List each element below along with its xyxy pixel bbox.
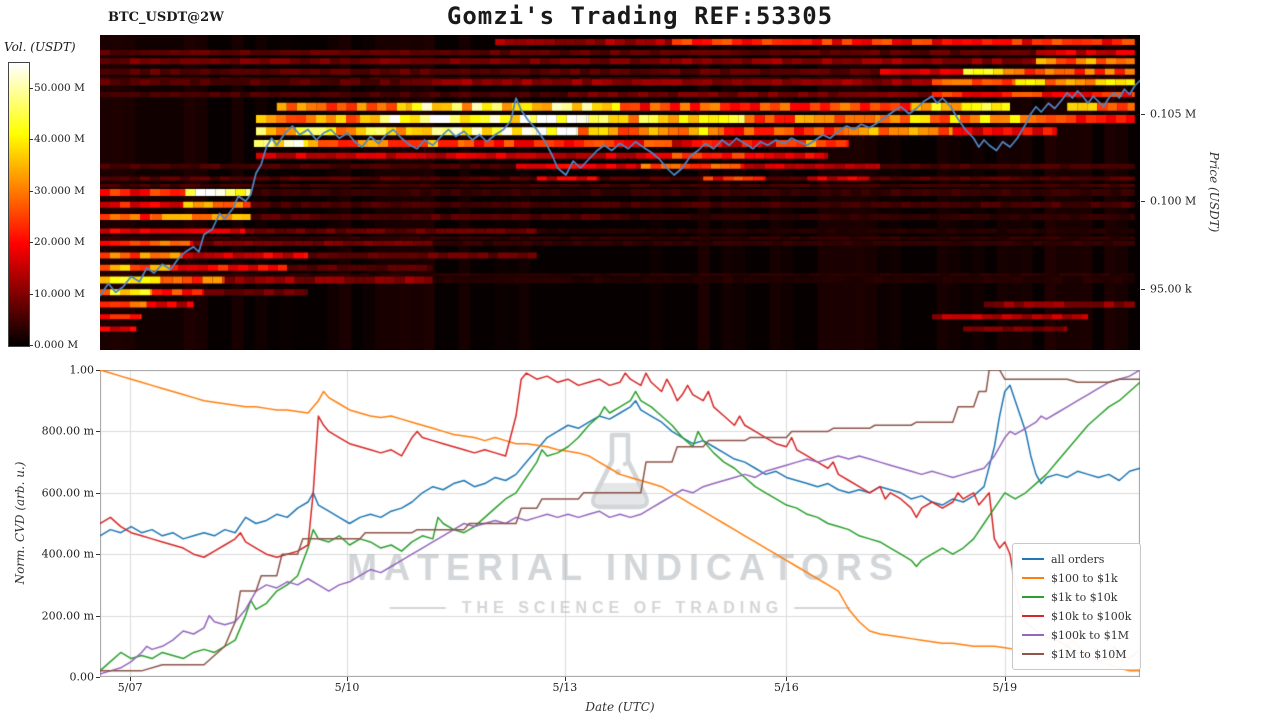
date-tick-mark bbox=[564, 677, 566, 681]
cvd-y-tick-mark bbox=[96, 492, 100, 494]
cvd-y-tick-mark bbox=[96, 370, 100, 371]
page-title: Gomzi's Trading REF:53305 bbox=[446, 2, 834, 30]
colorbar-tick-mark bbox=[29, 190, 33, 192]
colorbar-tick-label: 40.000 M bbox=[34, 133, 85, 146]
colorbar-tick-label: 50.000 M bbox=[34, 81, 85, 94]
price-tick-mark bbox=[1141, 288, 1145, 290]
date-tick-mark bbox=[130, 677, 132, 681]
cvd-y-tick-mark bbox=[96, 677, 100, 678]
price-axis-label: Price (USDT) bbox=[1207, 151, 1221, 233]
legend-item: $1k to $10k bbox=[1022, 589, 1131, 605]
price-tick-label: 0.100 M bbox=[1150, 194, 1197, 208]
legend-label: $1M to $10M bbox=[1051, 647, 1127, 661]
colorbar-tick-mark bbox=[29, 87, 33, 89]
date-axis-label: Date (UTC) bbox=[585, 700, 655, 714]
cvd-y-tick-label: 1.00 bbox=[69, 363, 95, 377]
cvd-y-tick-label: 600.00 m bbox=[41, 486, 94, 500]
legend-item: $100 to $1k bbox=[1022, 570, 1131, 586]
volume-colorbar bbox=[8, 62, 30, 347]
legend-item: $10k to $100k bbox=[1022, 608, 1131, 624]
legend-line-swatch bbox=[1022, 558, 1044, 560]
cvd-y-tick-label: 800.00 m bbox=[41, 424, 94, 438]
legend-line-swatch bbox=[1022, 596, 1044, 598]
legend-line-swatch bbox=[1022, 653, 1044, 655]
legend-item: $100k to $1M bbox=[1022, 627, 1131, 643]
price-tick-label: 95.00 k bbox=[1150, 282, 1192, 296]
legend-item: $1M to $10M bbox=[1022, 646, 1131, 662]
cvd-y-tick-mark bbox=[96, 554, 100, 556]
legend-line-swatch bbox=[1022, 634, 1044, 636]
legend-label: $100k to $1M bbox=[1051, 628, 1129, 642]
legend-label: $10k to $100k bbox=[1051, 609, 1132, 623]
date-tick-label: 5/10 bbox=[334, 681, 360, 694]
colorbar-tick-mark bbox=[29, 139, 33, 141]
date-tick-mark bbox=[1004, 677, 1006, 681]
legend-line-swatch bbox=[1022, 577, 1044, 579]
legend-label: $1k to $10k bbox=[1051, 590, 1118, 604]
symbol-label: BTC_USDT@2W bbox=[108, 10, 224, 25]
legend-line-swatch bbox=[1022, 615, 1044, 617]
cvd-chart-canvas bbox=[100, 370, 1140, 677]
legend-item: all orders bbox=[1022, 551, 1131, 567]
legend-label: all orders bbox=[1051, 552, 1105, 566]
colorbar-tick-mark bbox=[29, 293, 33, 295]
price-tick-label: 0.105 M bbox=[1150, 107, 1197, 121]
legend: all orders $100 to $1k $1k to $10k $10k to … bbox=[1012, 543, 1142, 670]
date-tick-label: 5/13 bbox=[552, 681, 578, 694]
colorbar-tick-label: 10.000 M bbox=[34, 287, 85, 300]
colorbar-tick-mark bbox=[29, 242, 33, 244]
price-tick-mark bbox=[1141, 201, 1145, 203]
legend-label: $100 to $1k bbox=[1051, 571, 1118, 585]
date-tick-label: 5/16 bbox=[774, 681, 799, 694]
price-tick-mark bbox=[1141, 113, 1145, 115]
date-tick-mark bbox=[347, 677, 348, 681]
colorbar-title: Vol. (USDT) bbox=[4, 40, 76, 54]
colorbar-tick-label: 20.000 M bbox=[34, 236, 85, 249]
cvd-y-tick-mark bbox=[96, 615, 100, 617]
date-tick-label: 5/07 bbox=[117, 681, 143, 694]
liquidity-heatmap-canvas bbox=[100, 35, 1140, 350]
date-tick-label: 5/19 bbox=[992, 681, 1018, 694]
cvd-y-tick-label: 200.00 m bbox=[41, 609, 94, 623]
colorbar-tick-mark bbox=[29, 345, 33, 346]
colorbar-tick-label: 30.000 M bbox=[34, 184, 85, 197]
colorbar-tick-label: 0.000 M bbox=[34, 339, 79, 351]
cvd-y-tick-label: 400.00 m bbox=[41, 547, 94, 561]
date-tick-mark bbox=[786, 677, 788, 681]
cvd-axis-label: Norm. CVD (arb. u.) bbox=[13, 461, 27, 585]
cvd-y-tick-mark bbox=[96, 431, 100, 433]
cvd-y-tick-label: 0.00 bbox=[69, 670, 95, 684]
